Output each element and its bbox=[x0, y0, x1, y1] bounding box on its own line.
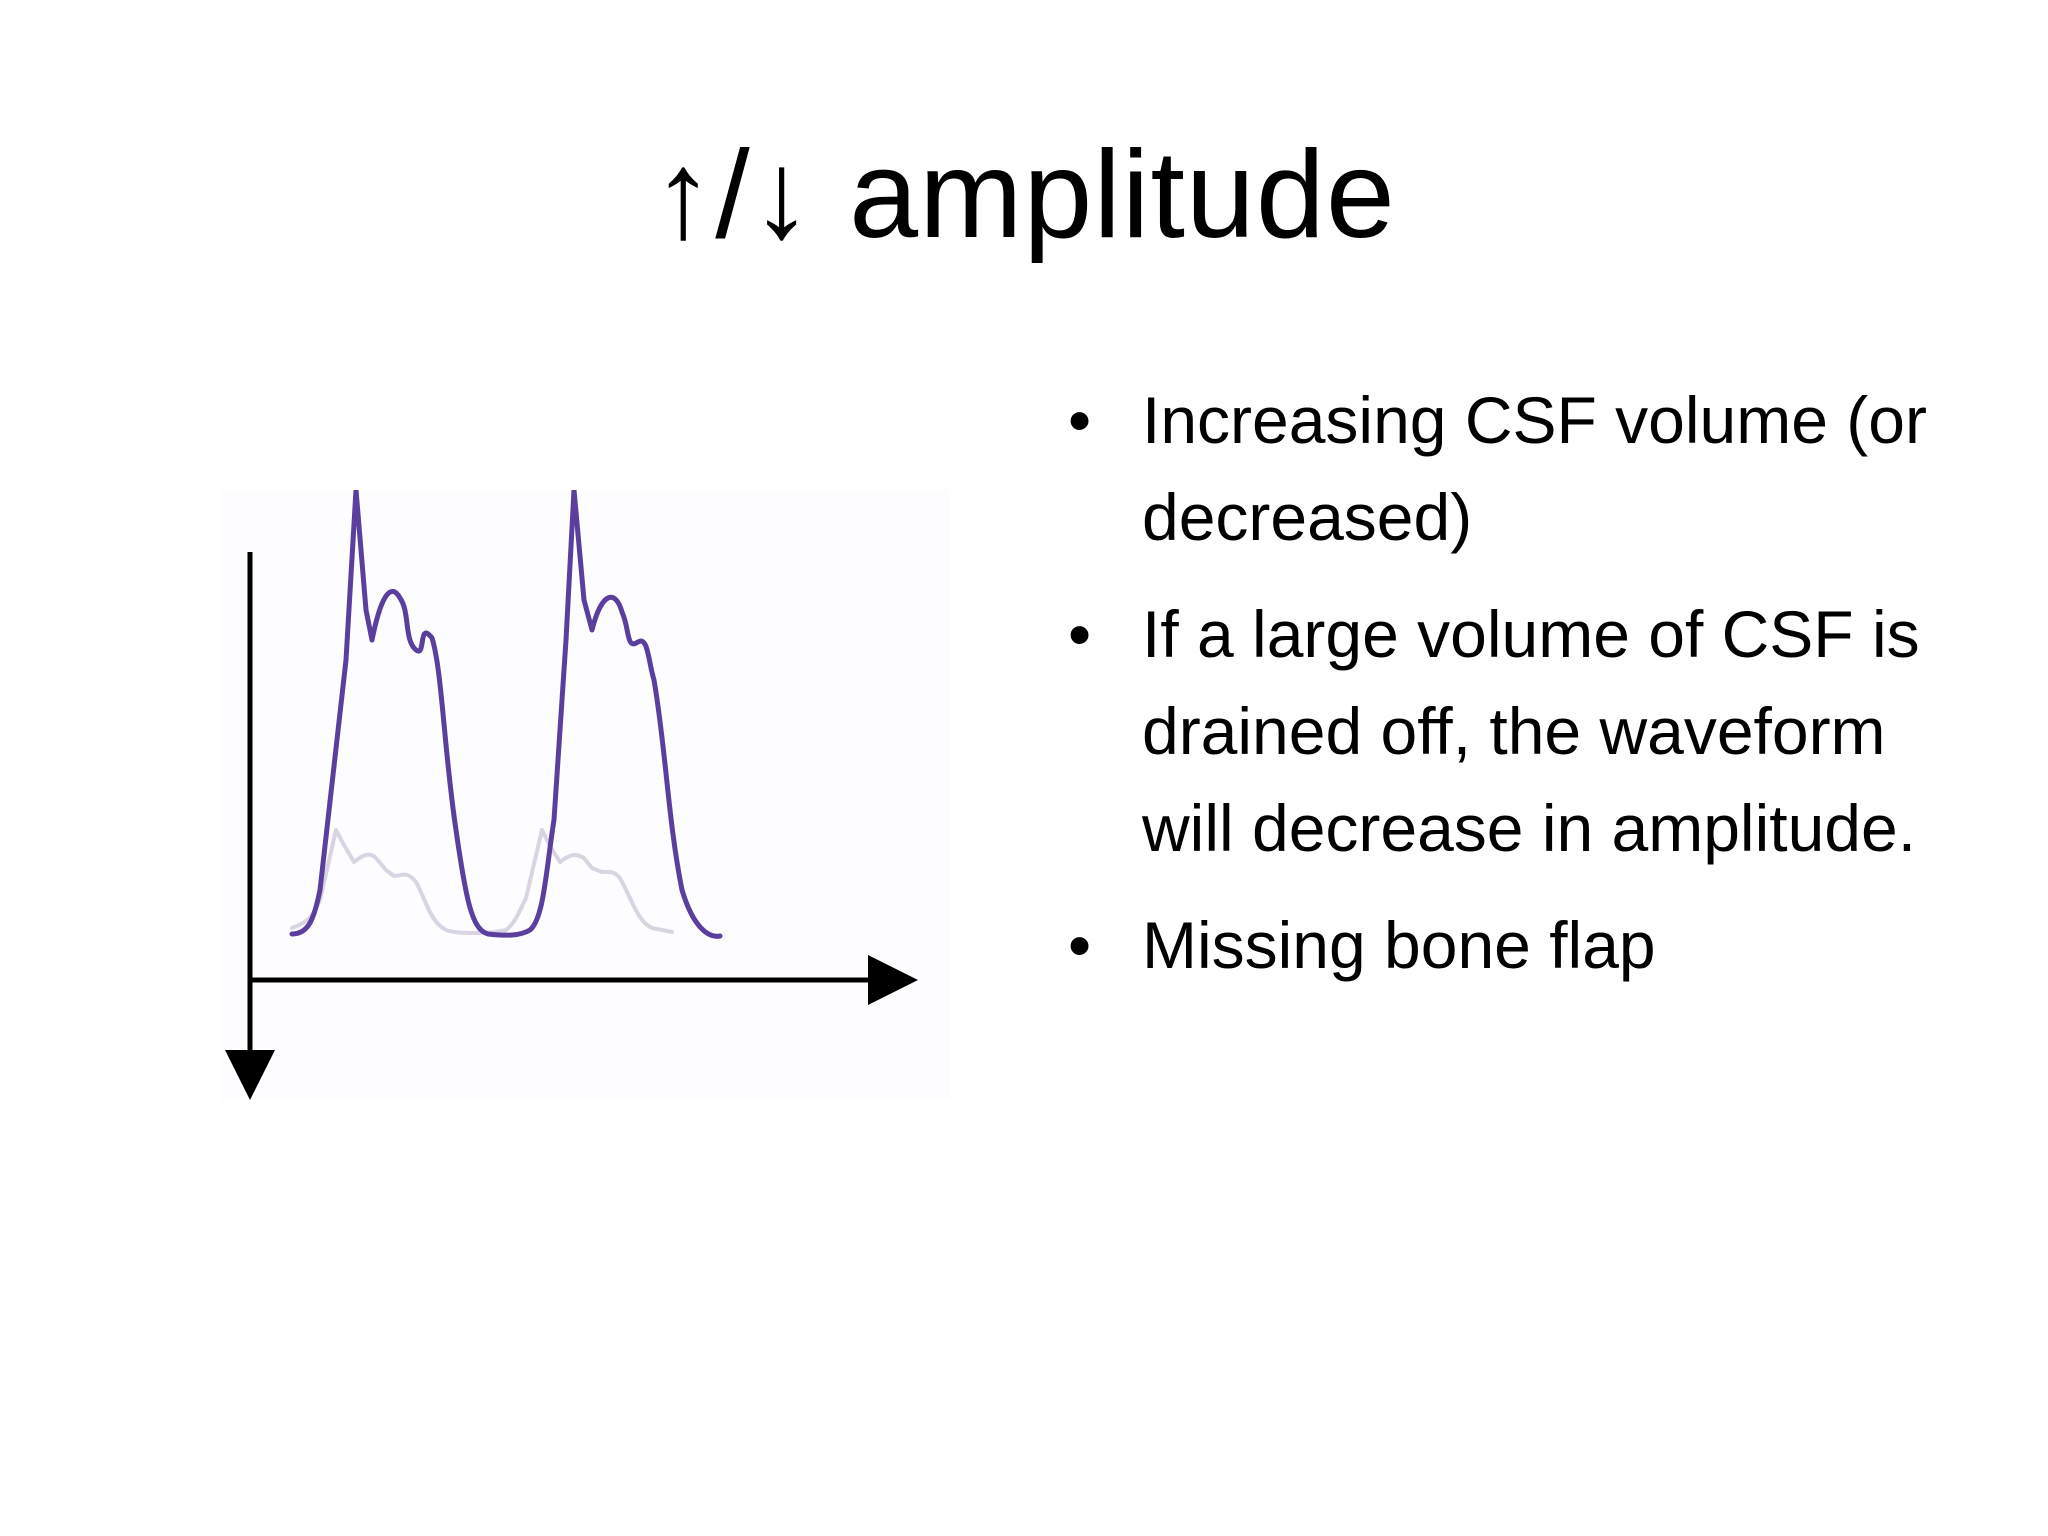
high-amplitude-waveform bbox=[289, 490, 723, 939]
bullet-list: • Increasing CSF volume (or decreased) •… bbox=[1060, 372, 1990, 1014]
waveform-diagram bbox=[225, 490, 918, 1100]
bullet-item: • Increasing CSF volume (or decreased) bbox=[1060, 372, 1990, 566]
bullet-icon: • bbox=[1068, 597, 1092, 671]
bullet-icon: • bbox=[1068, 908, 1092, 982]
bullet-text: Increasing CSF volume (or decreased) bbox=[1142, 383, 1927, 554]
slide-title: ↑/↓ amplitude bbox=[652, 126, 1396, 264]
bullet-icon: • bbox=[1068, 383, 1092, 457]
bullet-text: Missing bone flap bbox=[1142, 908, 1656, 982]
low-amplitude-waveform bbox=[290, 828, 674, 935]
waveform-figure bbox=[220, 490, 950, 1100]
bullet-text: If a large volume of CSF is drained off,… bbox=[1142, 597, 1920, 865]
bullet-item: • Missing bone flap bbox=[1060, 897, 1990, 994]
bullet-item: • If a large volume of CSF is drained of… bbox=[1060, 586, 1990, 877]
